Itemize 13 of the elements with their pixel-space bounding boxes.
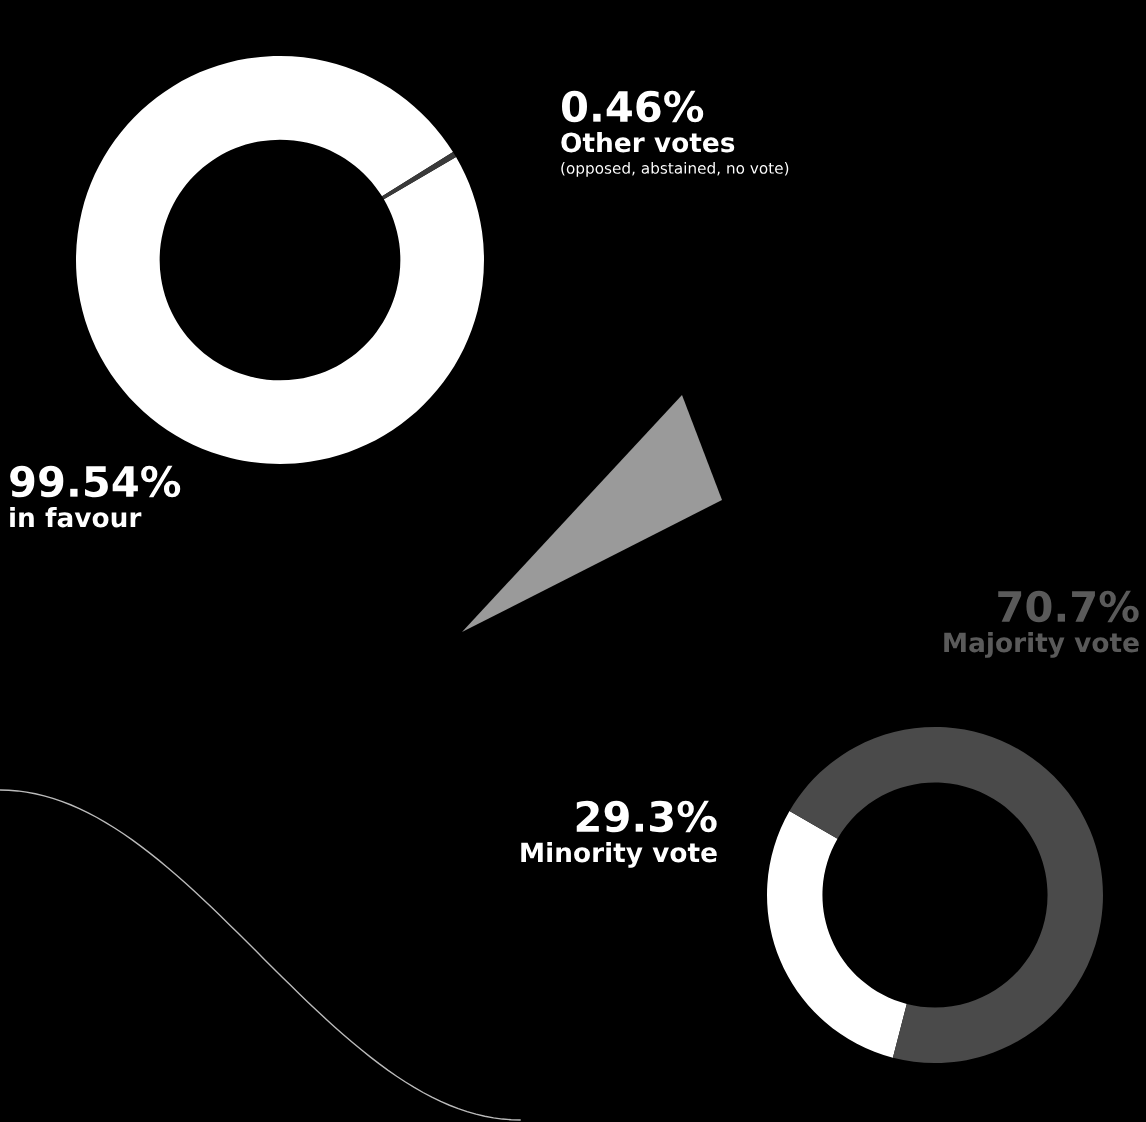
data-label: 0.46% [561,90,704,123]
text: (opposed, abstained, no vote) [561,162,789,177]
slice-label: in favour [10,507,142,528]
slice-label: Majority vote [944,632,1139,658]
data-label: 99.54% [10,465,181,498]
data-label: 29.3% [576,800,717,833]
slice-label: Other votes [561,132,735,153]
donut-slice [767,811,907,1058]
donut-slice [789,727,1103,1063]
data-label: 70.7% [998,590,1139,623]
slice-label: Minority vote [521,842,717,868]
donut-slice [76,56,484,464]
donut-slice [382,151,457,200]
